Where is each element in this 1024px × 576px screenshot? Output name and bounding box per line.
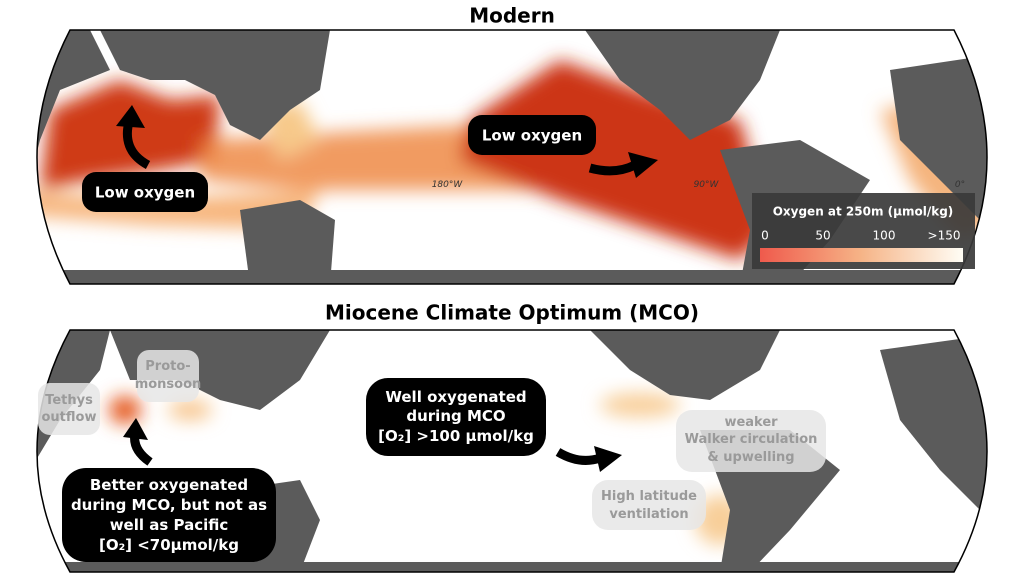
note: weaker xyxy=(724,415,778,430)
arrow-head xyxy=(628,152,658,178)
note: outflow xyxy=(42,410,97,425)
longitude-label: 0° xyxy=(955,180,965,190)
note-box xyxy=(592,480,706,530)
longitude-label: 90°W xyxy=(694,180,720,190)
callout: Low oxygen xyxy=(95,184,195,202)
arrow-head xyxy=(123,418,148,440)
arrow-head xyxy=(116,105,145,128)
antarctica-land xyxy=(37,270,987,284)
note-box xyxy=(137,350,199,402)
callout-box xyxy=(82,172,208,212)
antarctica-land xyxy=(37,562,987,572)
asia-land xyxy=(100,30,330,140)
legend-tick: 0 xyxy=(761,229,769,243)
callout: [O₂] <70µmol/kg xyxy=(99,536,239,554)
arrow xyxy=(588,160,638,176)
africa-east-land xyxy=(890,50,987,230)
legend-tick: >150 xyxy=(928,229,961,243)
namerica-land xyxy=(585,30,780,140)
colorbar xyxy=(760,248,963,262)
legend-tick: 100 xyxy=(873,229,896,243)
callout: during MCO, but not as xyxy=(71,496,267,514)
callout: [O₂] >100 µmol/kg xyxy=(378,427,534,445)
callout: Better oxygenated xyxy=(90,476,248,494)
note: Proto- xyxy=(145,359,190,374)
callout: Low oxygen xyxy=(482,127,582,145)
callout-box xyxy=(62,468,276,562)
namerica-land xyxy=(590,330,780,400)
panel-title: Miocene Climate Optimum (MCO) xyxy=(325,301,699,325)
legend-tick: 50 xyxy=(815,229,830,243)
africa-land xyxy=(37,30,110,210)
note: & upwelling xyxy=(707,450,794,465)
africa-east-land xyxy=(880,330,987,520)
note: Tethys xyxy=(45,393,93,408)
callout-box xyxy=(366,378,546,456)
arrow xyxy=(555,448,602,465)
panel-title: Modern xyxy=(469,4,555,28)
note: Walker circulation xyxy=(685,432,818,447)
note: monsoon xyxy=(135,377,202,392)
callout: Well oxygenated xyxy=(385,388,526,406)
legend-title: Oxygen at 250m (µmol/kg) xyxy=(773,205,954,219)
note: High latitude xyxy=(601,489,697,504)
longitude-label: 180°W xyxy=(432,180,464,190)
map-frame xyxy=(36,29,988,285)
arrow-head xyxy=(594,446,622,472)
callout: during MCO xyxy=(406,407,505,425)
callout-box xyxy=(468,115,596,155)
callout: well as Pacific xyxy=(110,516,229,534)
note: ventilation xyxy=(609,507,688,522)
australia-land xyxy=(240,200,335,284)
note-box xyxy=(676,410,826,472)
note-box xyxy=(38,383,100,435)
